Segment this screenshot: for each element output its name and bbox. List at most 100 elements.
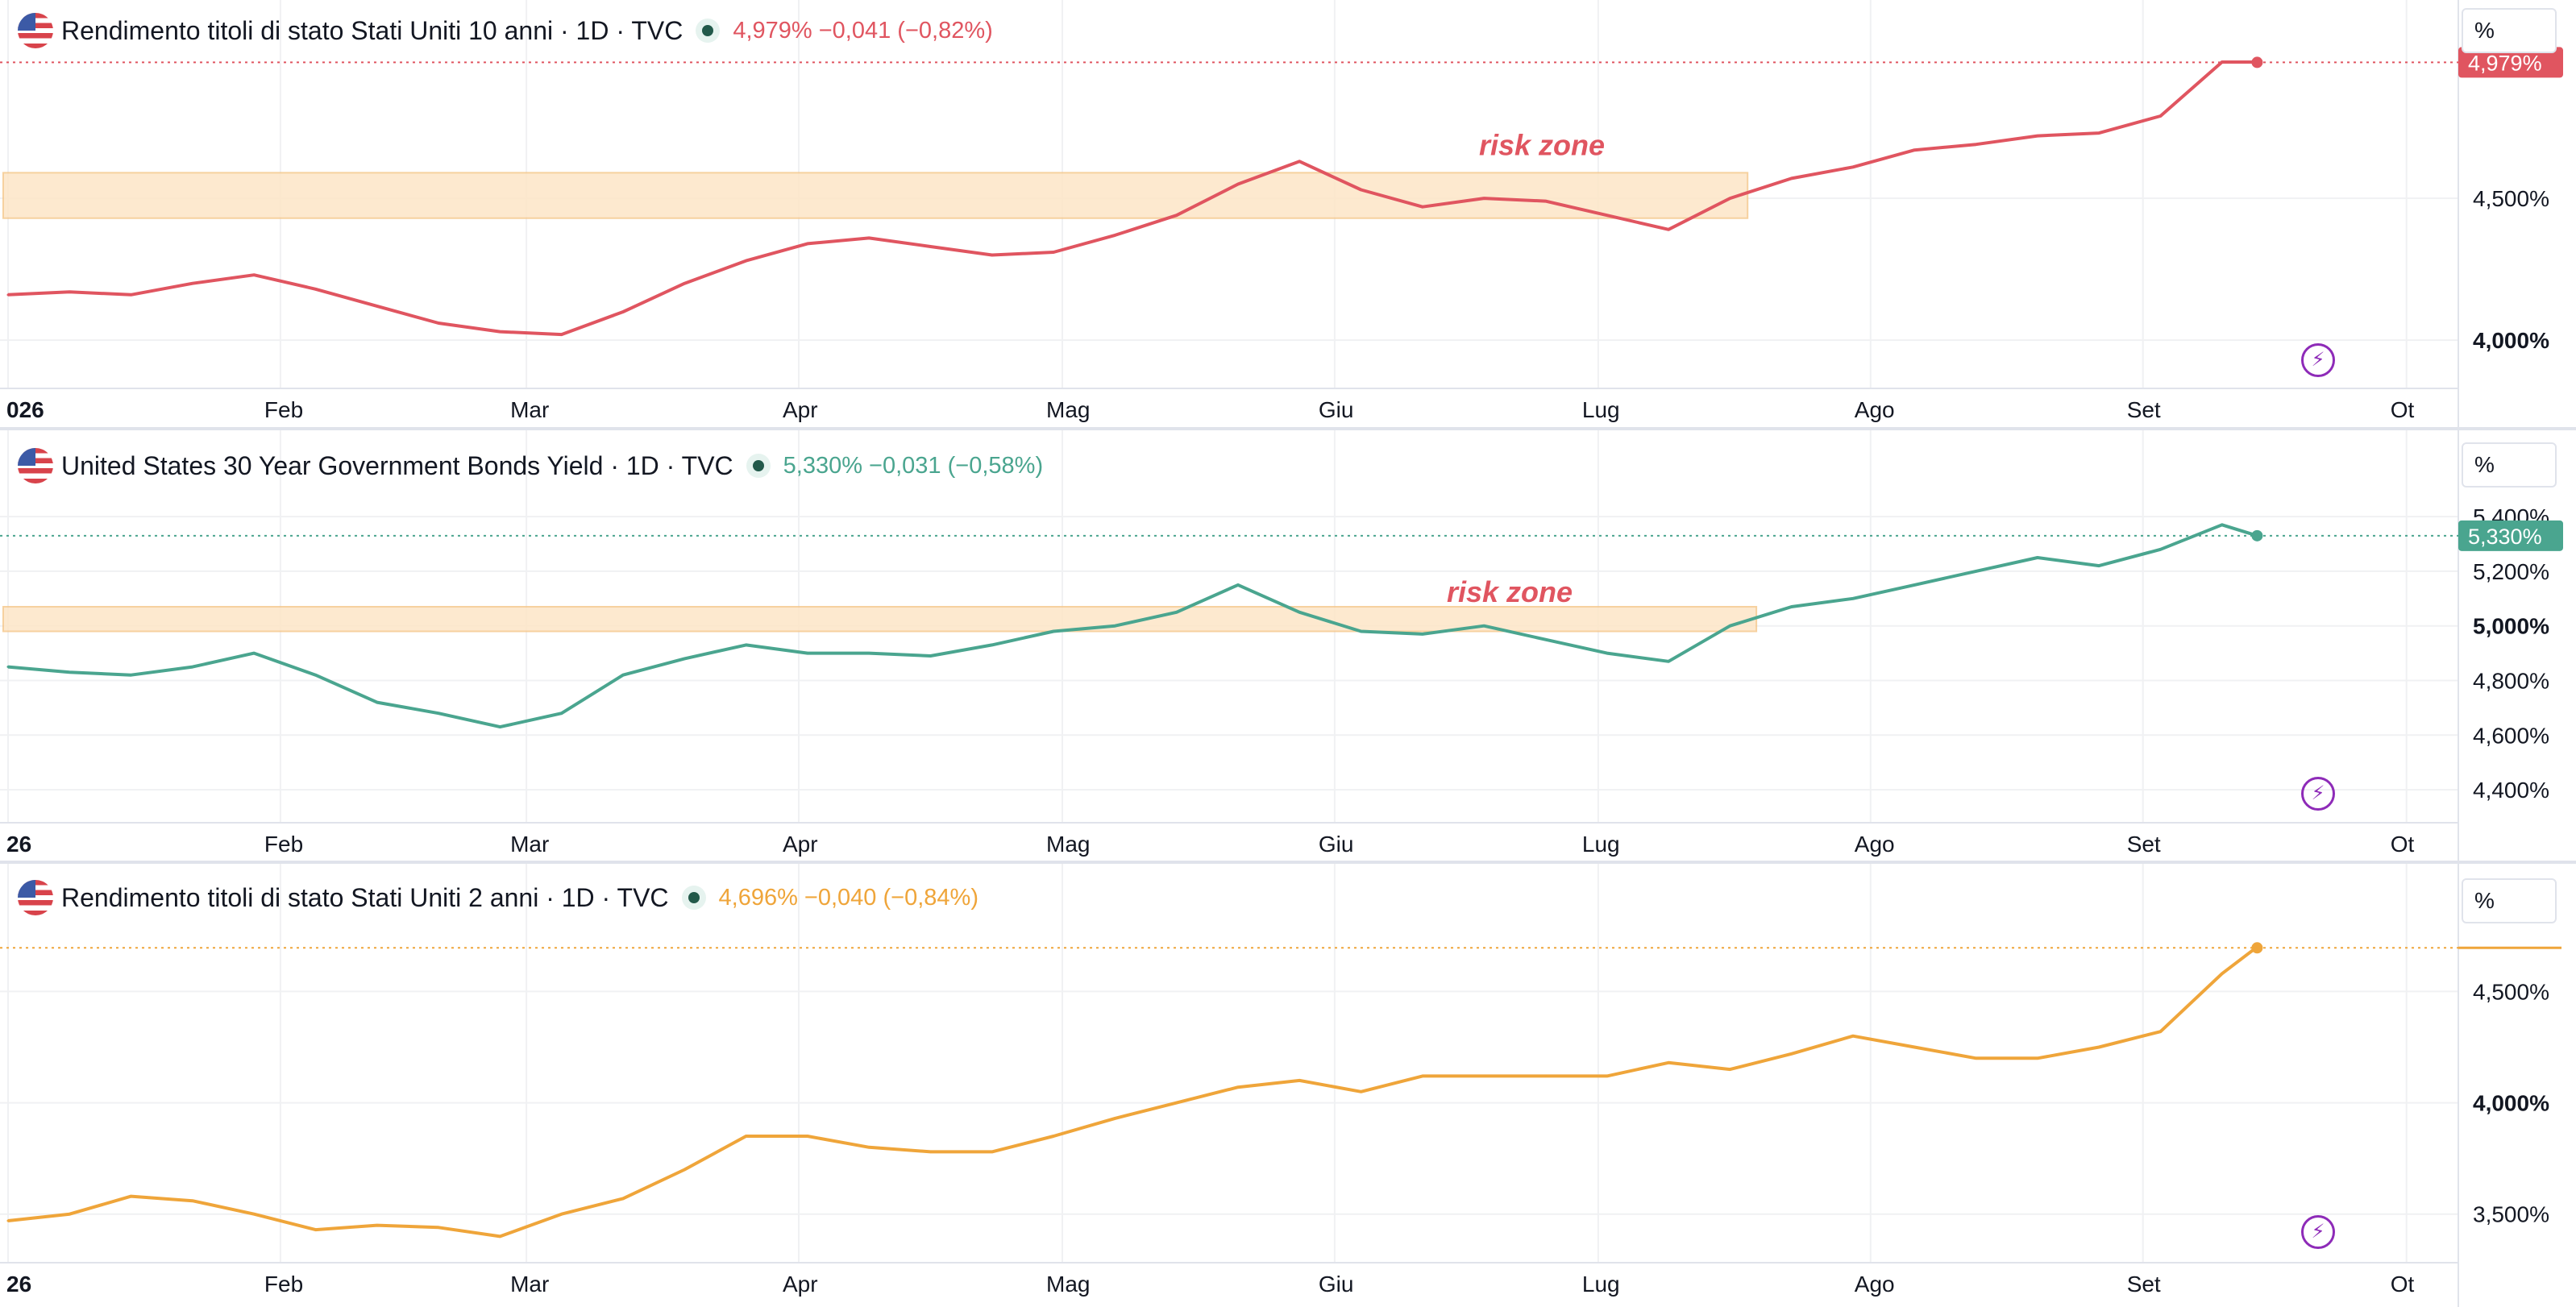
x-tick-label: Ot [2391, 1272, 2415, 1297]
series-quote: 4,696% −0,040 (−0,84%) [718, 884, 978, 911]
data-point [1113, 624, 1116, 628]
data-point [1052, 1135, 1055, 1138]
data-point [1544, 638, 1547, 641]
data-point [1790, 605, 1793, 608]
data-point [991, 254, 994, 257]
data-point [1728, 1068, 1731, 1071]
x-tick-label: Giu [1319, 397, 1354, 422]
data-point [1113, 1117, 1116, 1120]
x-tick-label: Giu [1319, 832, 1354, 857]
y-tick-label: 4,000% [2473, 328, 2549, 353]
data-point [1236, 583, 1240, 587]
data-point [498, 330, 501, 334]
data-point [929, 654, 932, 658]
data-point [991, 1150, 994, 1153]
data-point [2036, 556, 2039, 559]
data-point [1298, 611, 1301, 614]
last-price-dot [2251, 529, 2263, 541]
data-point [68, 290, 71, 293]
data-point [1851, 165, 1855, 168]
series-line[interactable] [7, 945, 2258, 1239]
series-line[interactable] [7, 523, 2258, 729]
x-tick-label: Mag [1046, 397, 1090, 422]
x-tick-label: Lug [1582, 397, 1620, 422]
x-tick-label: 26 [6, 1272, 31, 1297]
x-tick-label: Apr [783, 397, 818, 422]
data-point [745, 1135, 748, 1138]
data-point [2159, 548, 2162, 551]
data-point [498, 725, 501, 728]
data-point [68, 670, 71, 674]
data-point [252, 652, 256, 655]
y-tick-label: 4,500% [2473, 979, 2549, 1004]
data-point [1298, 1079, 1301, 1082]
x-tick-label: Mar [510, 1272, 549, 1297]
y-tick-label: 3,500% [2473, 1202, 2549, 1227]
data-point [929, 1150, 932, 1153]
data-point [130, 1195, 133, 1198]
chart-10y-svg[interactable]: 4,000% 4,500% 026 Feb Mar Apr Mag Giu Lug Ago Set O… [0, 0, 2576, 427]
scale-percent-button[interactable]: % [2462, 878, 2557, 923]
data-point [621, 310, 625, 313]
x-tick-label: Ot [2391, 397, 2415, 422]
data-point [1975, 143, 1978, 146]
data-point [991, 643, 994, 646]
lightning-bolt-icon[interactable]: ⚡ [2301, 1215, 2335, 1249]
data-point [1606, 652, 1609, 655]
last-price-dot [2251, 56, 2263, 68]
legend-30y: United States 30 Year Government Bonds Y… [18, 448, 1043, 483]
lightning-bolt-icon[interactable]: ⚡ [2301, 343, 2335, 377]
data-point [6, 293, 10, 297]
data-point [1851, 1035, 1855, 1038]
data-point [1544, 1074, 1547, 1077]
series-line[interactable] [7, 60, 2258, 337]
data-point [376, 305, 379, 308]
last-price-badge [2458, 47, 2563, 78]
chart-pane-10y[interactable]: 4,000% 4,500% 026 Feb Mar Apr Mag Giu Lug Ago Set O… [0, 0, 2576, 427]
data-point [130, 674, 133, 677]
pane-separator[interactable] [0, 427, 2576, 430]
last-price-label: 4,979% [2468, 51, 2542, 75]
series-title: Rendimento titoli di stato Stati Uniti 1… [61, 15, 683, 45]
data-point [252, 1213, 256, 1216]
x-tick-label: 26 [6, 832, 31, 857]
us-flag-icon [18, 880, 53, 915]
chart-pane-2y[interactable]: 3,500% 4,000% 4,500% 26 Feb Mar Apr Mag Giu Lug Ag… [0, 864, 2576, 1307]
x-tick-label: Set [2127, 832, 2161, 857]
data-point [1236, 182, 1240, 185]
x-tick-label: Mag [1046, 1272, 1090, 1297]
data-point [1052, 629, 1055, 633]
y-tick-label: 4,600% [2473, 723, 2549, 748]
data-point [1975, 1056, 1978, 1060]
data-point [1728, 197, 1731, 200]
scale-percent-button[interactable]: % [2462, 442, 2557, 488]
legend-2y: Rendimento titoli di stato Stati Uniti 2… [18, 880, 978, 915]
x-tick-label: Set [2127, 1272, 2161, 1297]
x-tick-label: Ago [1855, 397, 1895, 422]
risk-zone-label: risk zone [1447, 575, 1573, 608]
data-point [1421, 205, 1424, 209]
x-tick-label: Ot [2391, 832, 2415, 857]
data-point [1913, 583, 1916, 587]
x-tick-label: 026 [6, 397, 44, 422]
legend-10y: Rendimento titoli di stato Stati Uniti 1… [18, 13, 993, 48]
data-point [1298, 160, 1301, 163]
series-title: Rendimento titoli di stato Stati Uniti 2… [61, 882, 669, 912]
data-point [1913, 148, 1916, 151]
risk-zone-label: risk zone [1479, 128, 1605, 161]
scale-percent-button[interactable]: % [2462, 8, 2557, 53]
data-point [68, 1213, 71, 1216]
data-point [1728, 624, 1731, 628]
risk-zone-rect[interactable] [2, 172, 1749, 219]
chart-2y-svg[interactable]: 3,500% 4,000% 4,500% 26 Feb Mar Apr Mag Giu Lug Ag… [0, 864, 2576, 1307]
data-point [683, 657, 686, 660]
x-tick-label: Apr [783, 1272, 818, 1297]
chart-pane-30y[interactable]: 4,400% 4,600% 4,800% 5,000% 5,200% 5,400% 26 Fe… [0, 430, 2576, 861]
pane-separator[interactable] [0, 861, 2576, 864]
data-point [1606, 1074, 1609, 1077]
chart-30y-svg[interactable]: 4,400%4,600%4,800%5,000%5,200%5,400%26 Fe… [0, 430, 2576, 861]
last-price-dot [2251, 942, 2263, 954]
data-point [2159, 1030, 2162, 1033]
lightning-bolt-icon[interactable]: ⚡ [2301, 777, 2335, 811]
y-tick-label: 4,400% [2473, 778, 2549, 803]
